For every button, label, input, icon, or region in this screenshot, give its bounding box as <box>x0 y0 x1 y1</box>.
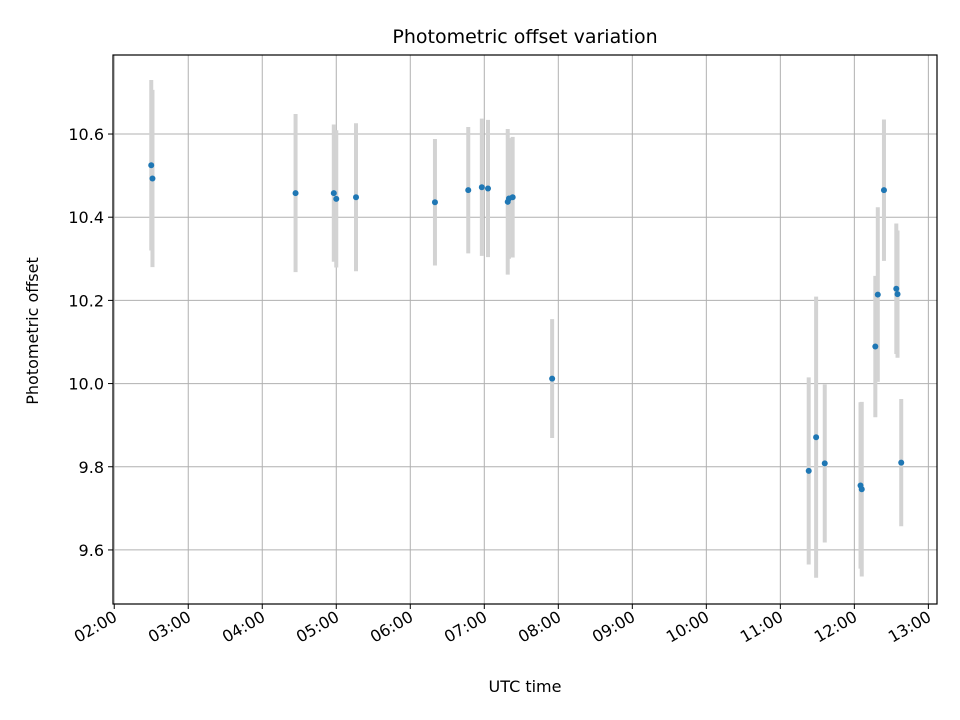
data-point <box>353 194 360 201</box>
y-tick-label: 10.4 <box>68 208 104 227</box>
data-point <box>333 195 340 202</box>
data-point <box>330 190 337 197</box>
data-point <box>874 291 881 298</box>
y-axis-label: Photometric offset <box>23 257 42 405</box>
data-point <box>813 434 820 441</box>
data-points <box>148 162 905 493</box>
data-point <box>431 199 438 206</box>
data-point <box>805 467 812 474</box>
data-point <box>898 459 905 466</box>
y-tick-label: 10.6 <box>68 125 104 144</box>
data-point <box>893 285 900 292</box>
data-point <box>821 460 828 467</box>
data-point <box>894 291 901 298</box>
data-point <box>478 184 485 191</box>
chart-title: Photometric offset variation <box>392 26 657 48</box>
data-point <box>148 162 155 169</box>
data-point <box>549 375 556 382</box>
plot-frame <box>112 54 938 605</box>
y-tick-label: 9.8 <box>79 458 104 477</box>
data-point <box>880 187 887 194</box>
y-tick-label: 9.6 <box>79 541 104 560</box>
data-point <box>465 187 472 194</box>
grid <box>113 55 937 604</box>
data-point <box>509 194 516 201</box>
data-point <box>484 185 491 192</box>
x-axis-label: UTC time <box>489 677 562 696</box>
y-axis-ticks: 9.6 9.8 10.0 10.2 10.4 10.6 <box>68 125 113 560</box>
data-point <box>149 175 156 182</box>
data-point <box>872 343 879 350</box>
y-tick-label: 10.2 <box>68 291 104 310</box>
y-tick-label: 10.0 <box>68 375 104 394</box>
data-point <box>858 486 865 493</box>
data-point <box>292 190 299 197</box>
